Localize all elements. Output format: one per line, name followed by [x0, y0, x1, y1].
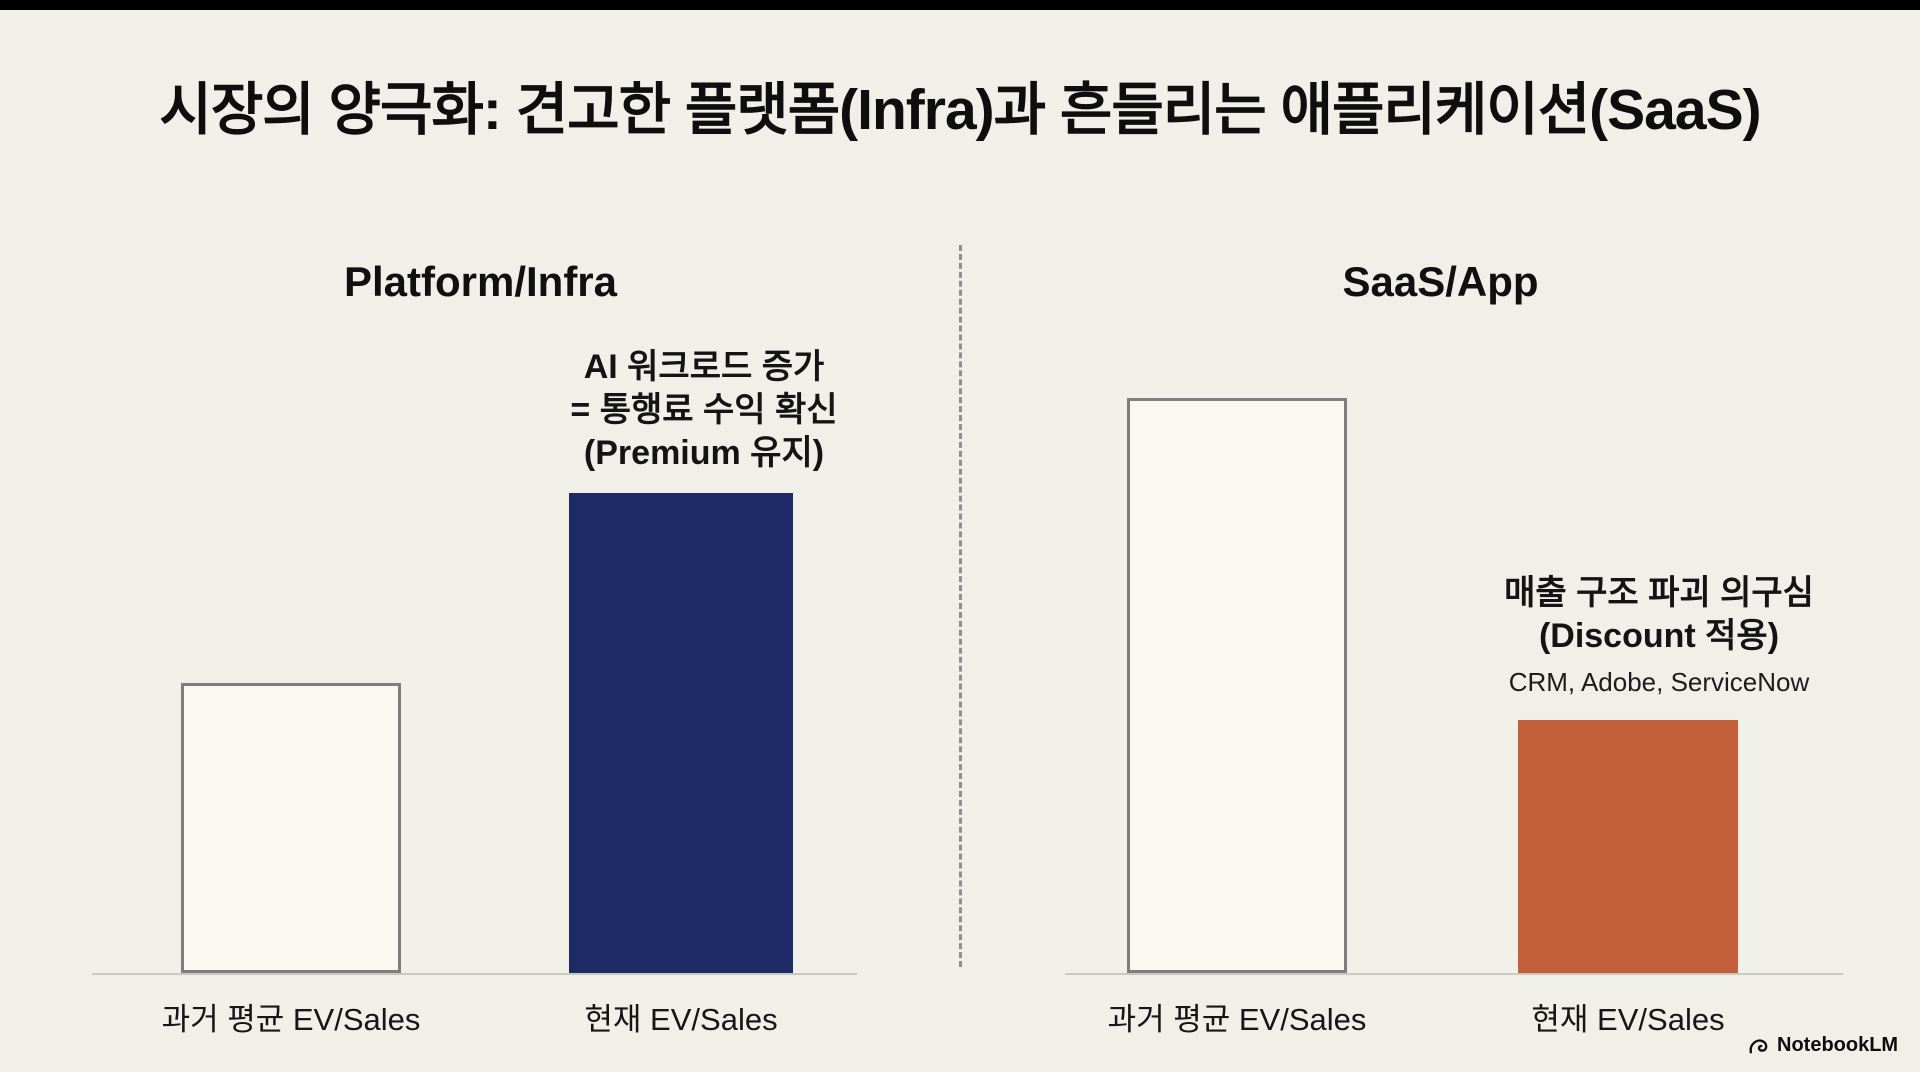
saas-current-bar-label: 현재 EV/Sales — [1531, 1002, 1725, 1037]
notebooklm-label: NotebookLM — [1777, 1034, 1899, 1056]
saas-current-evsales-bar — [1518, 720, 1738, 973]
saas-past-evsales-bar — [1127, 398, 1347, 973]
slide-title: 시장의 양극화: 견고한 플랫폼(Infra)과 흔들리는 애플리케이션(Saa… — [159, 78, 1761, 142]
platform-past-bar-label: 과거 평균 EV/Sales — [161, 1002, 421, 1037]
platform-annotation-line-3: (Premium 유지) — [583, 434, 825, 473]
saas-annotation: 매출 구조 파괴 의구심 (Discount 적용) CRM, Adobe, S… — [1429, 572, 1889, 699]
saas-axis-baseline — [1065, 973, 1843, 975]
panel-heading-platform: Platform/Infra — [343, 258, 618, 305]
top-letterbox-bar — [0, 0, 1920, 10]
platform-current-evsales-bar — [569, 493, 793, 973]
platform-annotation: AI 워크로드 증가 = 통행료 수익 확신 (Premium 유지) — [474, 346, 934, 476]
notebooklm-watermark: NotebookLM — [1748, 1034, 1898, 1057]
saas-past-bar-label: 과거 평균 EV/Sales — [1107, 1002, 1367, 1037]
saas-annotation-companies: CRM, Adobe, ServiceNow — [1508, 667, 1810, 698]
platform-current-bar-label: 현재 EV/Sales — [584, 1002, 778, 1037]
saas-annotation-line-1: 매출 구조 파괴 의구심 — [1504, 574, 1814, 612]
panel-divider-dashed-line — [959, 245, 962, 967]
panel-heading-saas: SaaS/App — [1342, 258, 1539, 305]
platform-axis-baseline — [92, 973, 857, 975]
notebooklm-logo-icon — [1748, 1036, 1770, 1056]
platform-past-evsales-bar — [181, 683, 401, 973]
platform-annotation-line-2: = 통행료 수익 확신 — [570, 391, 838, 430]
platform-annotation-line-1: AI 워크로드 증가 — [583, 348, 825, 386]
saas-annotation-line-2: (Discount 적용) — [1538, 617, 1780, 656]
